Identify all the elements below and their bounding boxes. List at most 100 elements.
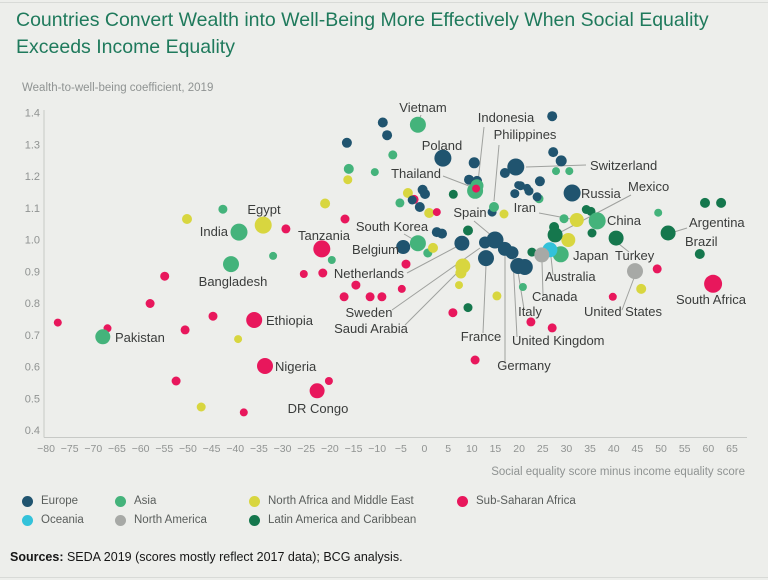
- data-point-france: [478, 250, 494, 267]
- data-point: [527, 247, 537, 257]
- data-point: [180, 325, 190, 335]
- data-point-saudi-arabia: [455, 258, 471, 274]
- data-point: [182, 214, 192, 224]
- x-axis-title: Social equality score minus income equal…: [491, 466, 745, 478]
- leader-line: [621, 277, 635, 311]
- data-point-switzerland: [507, 158, 525, 176]
- data-point-india: [230, 223, 248, 241]
- country-label: Mexico: [628, 179, 669, 194]
- leader-line: [406, 246, 457, 274]
- country-label: Tanzania: [298, 228, 351, 243]
- country-label: Vietnam: [399, 100, 446, 115]
- x-tick-label: −70: [84, 443, 102, 455]
- y-tick-label: 1.0: [25, 235, 40, 247]
- data-point: [402, 188, 413, 198]
- data-point: [552, 167, 560, 176]
- country-label: Netherlands: [334, 266, 405, 281]
- legend-label: Oceania: [41, 514, 84, 526]
- data-point-egypt: [254, 216, 272, 234]
- data-point: [492, 291, 502, 301]
- country-label: France: [461, 329, 501, 344]
- data-point: [218, 204, 228, 214]
- data-point: [320, 198, 331, 209]
- y-tick-label: 1.1: [25, 203, 40, 215]
- data-point: [377, 117, 388, 128]
- x-tick-label: 55: [679, 443, 691, 455]
- x-tick-label: 40: [608, 443, 620, 455]
- data-point: [324, 377, 333, 385]
- country-label: Indonesia: [478, 110, 535, 125]
- x-tick-label: −20: [321, 443, 339, 455]
- country-label: India: [200, 224, 229, 239]
- data-point: [339, 292, 349, 302]
- y-tick-label: 0.7: [25, 330, 40, 342]
- data-point: [401, 259, 411, 269]
- country-label: Argentina: [689, 215, 745, 230]
- data-point-turkey: [608, 230, 624, 246]
- country-label: Russia: [581, 186, 622, 201]
- y-tick-label: 1.3: [25, 139, 40, 151]
- data-point: [472, 184, 481, 193]
- leader-line: [391, 247, 481, 311]
- x-tick-label: 30: [561, 443, 573, 455]
- legend-item-oceania: Oceania: [22, 513, 84, 527]
- data-point-nigeria: [257, 358, 273, 374]
- legend-dot-oceania: [22, 514, 33, 526]
- country-label: China: [607, 213, 642, 228]
- data-point: [341, 137, 352, 148]
- x-tick-label: 65: [726, 443, 738, 455]
- country-label: Brazil: [685, 234, 718, 249]
- data-point: [468, 157, 480, 169]
- legend-dot-latam: [249, 514, 260, 526]
- data-point: [388, 150, 398, 160]
- data-point: [518, 283, 527, 291]
- data-point-ethiopia: [246, 312, 263, 328]
- page-title: Countries Convert Wealth into Well-Being…: [16, 7, 756, 61]
- top-divider: [0, 2, 768, 3]
- legend-dot-europe: [22, 495, 33, 507]
- data-point-vietnam: [409, 116, 426, 133]
- data-point: [424, 208, 435, 218]
- x-tick-label: −10: [368, 443, 386, 455]
- country-label: Egypt: [247, 202, 281, 217]
- data-point: [514, 181, 523, 190]
- y-tick-label: 1.4: [25, 108, 40, 120]
- legend-item-asia: Asia: [115, 494, 156, 508]
- legend-dot-namerica: [115, 514, 126, 526]
- data-point: [652, 264, 662, 274]
- legend-item-europe: Europe: [22, 494, 78, 508]
- data-point: [532, 192, 542, 202]
- data-point: [432, 208, 441, 217]
- x-tick-label: 10: [466, 443, 478, 455]
- data-point: [428, 242, 438, 253]
- country-label: Italy: [518, 304, 542, 319]
- data-point: [281, 224, 291, 234]
- data-point: [340, 214, 350, 224]
- data-point-tanzania: [313, 240, 331, 258]
- data-point-united-kingdom: [505, 246, 519, 260]
- data-point: [397, 284, 406, 293]
- data-point: [559, 214, 569, 224]
- country-label: Belgium: [352, 242, 399, 257]
- data-point: [196, 402, 206, 412]
- data-point-italy: [510, 258, 527, 274]
- data-point: [526, 317, 536, 327]
- leader-line: [477, 126, 485, 183]
- legend-item-namerica: North America: [115, 513, 207, 527]
- data-point: [636, 283, 647, 294]
- legend-item-name: North Africa and Middle East: [249, 494, 414, 508]
- legend-label: Europe: [41, 495, 79, 507]
- country-label: Germany: [497, 358, 551, 373]
- data-point-south-africa: [704, 274, 723, 293]
- data-point: [510, 189, 520, 199]
- data-point: [351, 280, 361, 290]
- country-label: Pakistan: [115, 330, 165, 345]
- x-tick-label: −55: [155, 443, 173, 455]
- leader-line: [493, 144, 500, 202]
- x-tick-label: −65: [108, 443, 126, 455]
- data-point: [407, 195, 417, 205]
- data-point-spain: [486, 231, 504, 249]
- legend-label: North America: [134, 514, 207, 526]
- data-point: [239, 408, 248, 417]
